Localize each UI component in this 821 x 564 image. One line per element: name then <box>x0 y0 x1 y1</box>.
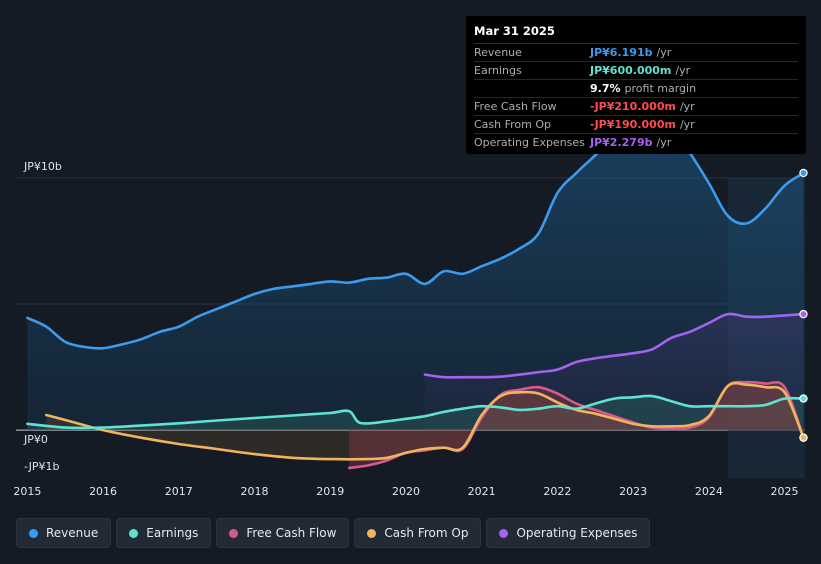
earnings-line <box>26 394 805 430</box>
tooltip-row-label: Earnings <box>474 64 522 77</box>
tooltip-row-unit: /yr <box>679 118 695 131</box>
tooltip-row-label: Free Cash Flow <box>474 100 557 113</box>
tooltip-row: Earnings JP¥600.000m/yr <box>474 62 798 80</box>
legend-dot-icon <box>367 528 377 538</box>
tooltip-row: 9.7% profit margin <box>474 80 798 98</box>
legend-label: Operating Expenses <box>516 526 638 540</box>
tooltip-row-unit: /yr <box>679 100 695 113</box>
legend-dot-icon <box>499 528 509 538</box>
legend-item-cash-from-op[interactable]: Cash From Op <box>354 518 482 548</box>
legend-item-revenue[interactable]: Revenue <box>16 518 112 548</box>
tooltip-row-value: -JP¥190.000m <box>590 118 676 131</box>
tooltip-row-unit: /yr <box>656 136 672 149</box>
earnings-end-point <box>799 394 808 403</box>
cash-from-op-area <box>46 383 804 460</box>
legend-dot-icon <box>29 528 38 538</box>
tooltip-row-value: JP¥2.279b <box>590 136 653 149</box>
y-tick-label: JP¥0 <box>23 433 48 446</box>
tooltip-row: Cash From Op -JP¥190.000m/yr <box>474 116 798 134</box>
x-tick-label: 2019 <box>316 485 344 498</box>
tooltip-row-label <box>474 80 590 97</box>
x-tick-label: 2023 <box>619 485 647 498</box>
chart-legend: Revenue Earnings Free Cash Flow Cash From O… <box>16 518 651 548</box>
y-tick-label: -JP¥1b <box>24 460 59 473</box>
cash-from-op-end-point <box>799 433 808 442</box>
tooltip-row: Free Cash Flow -JP¥210.000m/yr <box>474 98 798 116</box>
tooltip-row-label: Operating Expenses <box>474 136 585 149</box>
legend-label: Revenue <box>46 526 99 540</box>
tooltip-row-value: JP¥6.191b <box>590 46 653 59</box>
legend-label: Earnings <box>146 526 199 540</box>
legend-dot-icon <box>129 528 139 538</box>
operating-expenses-end-point <box>799 309 808 319</box>
tooltip-row-unit: profit margin <box>624 82 697 95</box>
tooltip-row-label: Revenue <box>474 46 522 59</box>
revenue-end-point <box>799 168 808 178</box>
x-tick-label: 2016 <box>89 485 117 498</box>
tooltip-row: Operating Expenses JP¥2.279b/yr <box>474 134 798 151</box>
tooltip-row-value: 9.7% <box>590 82 621 95</box>
y-tick-label: JP¥10b <box>23 160 62 173</box>
tooltip-row-value: -JP¥210.000m <box>590 100 676 113</box>
earnings-area <box>27 395 804 431</box>
tooltip-row-value: JP¥600.000m <box>590 64 672 77</box>
tooltip-date: Mar 31 2025 <box>474 22 798 44</box>
tooltip-row-unit: /yr <box>675 64 691 77</box>
x-tick-label: 2025 <box>771 485 799 498</box>
legend-label: Cash From Op <box>384 526 469 540</box>
tooltip-row: Revenue JP¥6.191b/yr <box>474 44 798 62</box>
x-tick-label: 2022 <box>543 485 571 498</box>
tooltip-rows: Revenue JP¥6.191b/yr Earnings JP¥600.000m/y… <box>474 44 798 151</box>
cash-from-op-line <box>45 381 805 461</box>
x-tick-label: 2024 <box>695 485 723 498</box>
x-tick-label: 2015 <box>13 485 41 498</box>
x-tick-label: 2020 <box>392 485 420 498</box>
tooltip-row-label: Cash From Op <box>474 118 552 131</box>
legend-label: Free Cash Flow <box>246 526 337 540</box>
x-tick-label: 2017 <box>165 485 193 498</box>
x-tick-label: 2018 <box>241 485 269 498</box>
operating-expenses-line <box>423 312 805 379</box>
legend-item-operating-expenses[interactable]: Operating Expenses <box>486 518 651 548</box>
x-tick-label: 2021 <box>468 485 496 498</box>
legend-dot-icon <box>229 528 239 538</box>
data-tooltip: Mar 31 2025 Revenue JP¥6.191b/yr Earnings J… <box>466 16 806 154</box>
revenue-area <box>27 109 804 431</box>
tooltip-row-unit: /yr <box>656 46 672 59</box>
legend-item-earnings[interactable]: Earnings <box>116 518 212 548</box>
operating-expenses-area <box>424 313 804 431</box>
legend-item-free-cash-flow[interactable]: Free Cash Flow <box>216 518 350 548</box>
